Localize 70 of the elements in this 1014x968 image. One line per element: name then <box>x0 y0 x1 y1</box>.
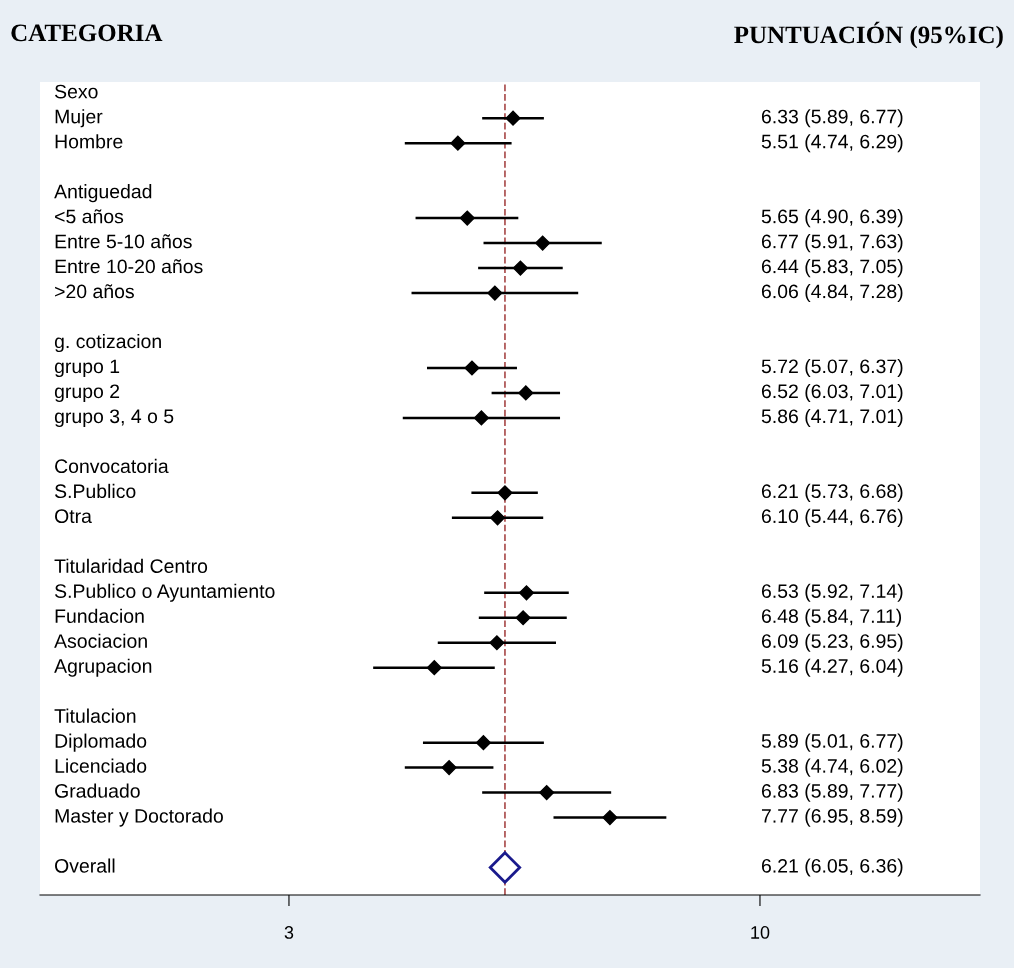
point <box>489 635 505 651</box>
annotation: 6.06 (4.84, 7.28) <box>761 283 903 303</box>
y-tick-label: Convocatoria <box>55 458 169 474</box>
y-tick-label: <5 años <box>55 209 124 224</box>
text: CATEGORIA <box>11 24 163 42</box>
y-tick-label: Otra <box>55 509 92 524</box>
annotation: 5.89 (5.01, 6.77) <box>761 733 903 752</box>
y-tick-label: Graduado <box>55 783 140 798</box>
annotation: 6.44 (5.83, 7.05) <box>761 259 903 278</box>
y-tick-label: Hombre <box>55 134 123 149</box>
point <box>464 360 480 376</box>
y-tick-label: Entre 5-10 años <box>55 234 192 249</box>
annotation: 5.51 (4.74, 6.29) <box>761 134 903 153</box>
point <box>512 260 528 276</box>
annotation: 6.48 (5.84, 7.11) <box>761 608 902 627</box>
point <box>535 235 551 251</box>
annotation: 6.21 (5.73, 6.68) <box>761 483 903 502</box>
y-tick-label: Titularidad Centro <box>54 558 208 574</box>
point <box>539 785 555 801</box>
annotation: 5.16 (4.27, 6.04) <box>761 658 903 677</box>
point <box>489 510 506 526</box>
point <box>518 585 535 601</box>
y-tick-label: Fundacion <box>55 608 144 623</box>
point <box>518 385 534 401</box>
y-tick-label: g. cotizacion <box>54 333 161 353</box>
annotation: 6.53 (5.92, 7.14) <box>761 583 903 602</box>
point <box>426 660 442 676</box>
annotation: 6.52 (6.03, 7.01) <box>761 383 903 403</box>
annotation: 5.65 (4.90, 6.39) <box>761 209 903 228</box>
y-tick-label: grupo 3, 4 o 5 <box>54 409 174 427</box>
y-tick-label: Diplomado <box>55 733 147 752</box>
y-tick-label: S.Publico <box>54 483 136 499</box>
y-tick-label: >20 años <box>55 284 134 299</box>
y-tick-label: Asociacion <box>54 633 147 648</box>
point <box>488 851 522 884</box>
annotation: 6.10 (5.44, 6.76) <box>761 508 903 527</box>
y-tick-label: Antiguedad <box>54 184 152 203</box>
point <box>473 410 489 426</box>
y-tick-label: Mujer <box>55 109 103 128</box>
point <box>602 810 618 826</box>
annotation: 7.77 (6.95, 8.59) <box>761 808 903 827</box>
y-tick-label: grupo 1 <box>54 359 120 378</box>
annotation: 5.72 (5.07, 6.37) <box>761 358 903 378</box>
y-tick-label: Sexo <box>54 84 98 99</box>
y-tick-label: grupo 2 <box>54 384 120 403</box>
point <box>475 735 491 751</box>
point <box>487 285 503 301</box>
y-tick-label: Overall <box>55 858 115 873</box>
y-tick-label: Licenciado <box>55 758 147 773</box>
annotation: 6.77 (5.91, 7.63) <box>761 234 903 253</box>
text: PUNTUACIÓN (95%IC) <box>734 21 1003 49</box>
annotation: 6.33 (5.89, 6.77) <box>761 109 903 128</box>
y-tick-label: Entre 10-20 años <box>55 259 203 274</box>
point <box>441 760 457 776</box>
annotation: 5.38 (4.74, 6.02) <box>761 758 903 777</box>
point <box>459 210 475 226</box>
y-tick-label: Agrupacion <box>54 658 152 677</box>
annotation: 6.21 (6.05, 6.36) <box>761 858 903 877</box>
y-tick-label: S.Publico o Ayuntamiento <box>54 583 275 602</box>
x-tick-label: 3 <box>284 926 294 939</box>
annotation: 5.86 (4.71, 7.01) <box>761 408 903 427</box>
point <box>515 610 531 626</box>
annotation: 6.09 (5.23, 6.95) <box>761 633 903 652</box>
point <box>450 135 466 151</box>
x-tick-label: 10 <box>751 926 770 939</box>
y-tick-label: Titulacion <box>54 708 136 723</box>
y-tick-label: Master y Doctorado <box>55 808 223 827</box>
point <box>505 110 521 126</box>
annotation: 6.83 (5.89, 7.77) <box>761 783 903 802</box>
point <box>497 485 513 501</box>
